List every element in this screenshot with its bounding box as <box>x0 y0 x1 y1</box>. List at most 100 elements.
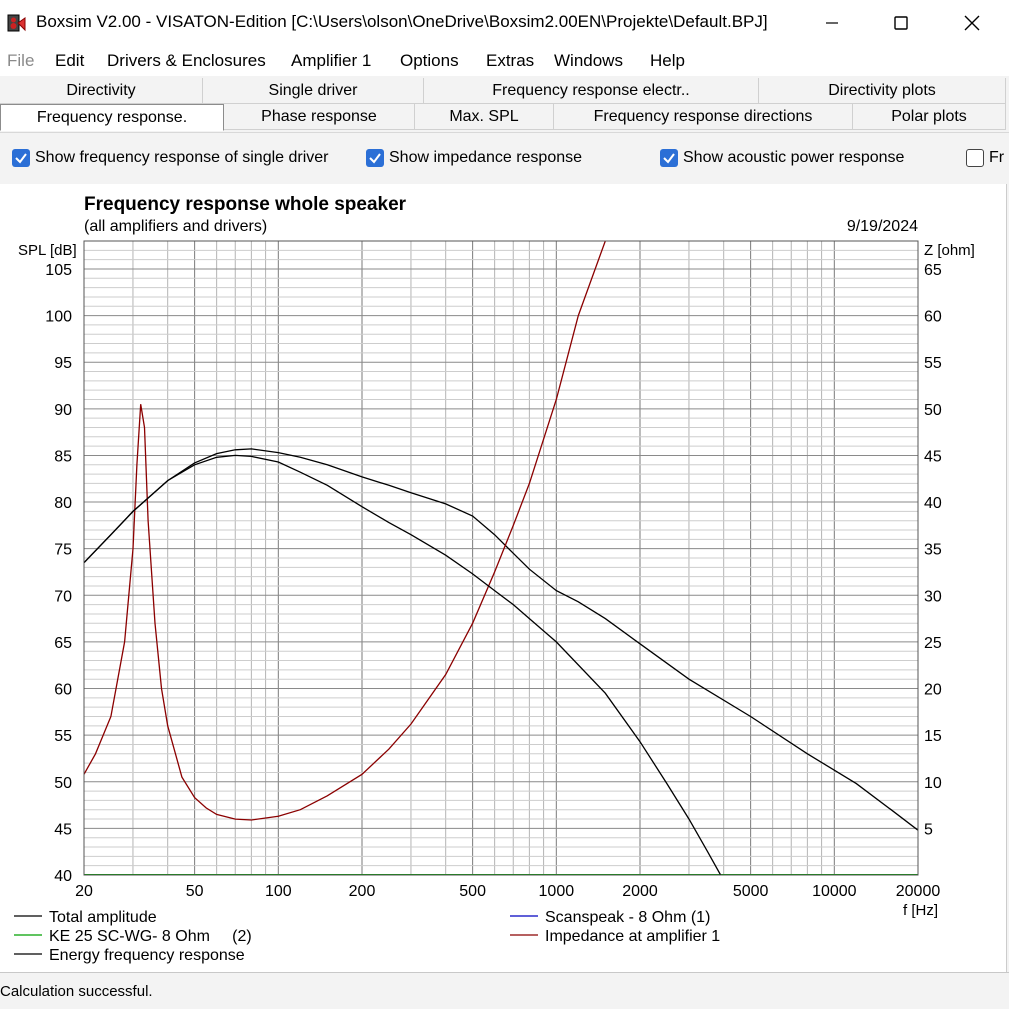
y-axis-label: SPL [dB] <box>18 242 77 259</box>
y-tick-label: 70 <box>54 588 72 605</box>
x-tick-label: 100 <box>265 883 292 900</box>
series-line-0 <box>84 448 918 831</box>
checkbox-impedance[interactable]: Show impedance response <box>366 149 582 167</box>
y2-tick-label: 25 <box>924 635 942 652</box>
tab-phase-response[interactable]: Phase response <box>224 104 415 130</box>
checkbox-unchecked-icon <box>966 149 984 167</box>
y2-tick-label: 10 <box>924 775 942 792</box>
close-icon <box>964 15 980 31</box>
menu-extras[interactable]: Extras <box>486 51 535 70</box>
y2-tick-label: 20 <box>924 682 942 699</box>
y-tick-label: 105 <box>45 262 72 279</box>
close-button[interactable] <box>949 0 995 46</box>
y-tick-label: 40 <box>54 868 72 885</box>
y2-tick-label: 50 <box>924 402 942 419</box>
chart-title: Frequency response whole speaker <box>84 194 407 215</box>
menu-file[interactable]: File <box>7 51 35 70</box>
y2-tick-label: 45 <box>924 448 942 465</box>
maximize-button[interactable] <box>878 0 924 46</box>
menu-help[interactable]: Help <box>650 51 685 70</box>
menu-windows[interactable]: Windows <box>554 51 623 70</box>
checkbox-label: Show impedance response <box>389 149 583 166</box>
y-tick-label: 100 <box>45 309 72 326</box>
window-title: Boxsim V2.00 - VISATON-Edition [C:\Users… <box>36 12 768 31</box>
x-tick-label: 20 <box>75 883 93 900</box>
y2-tick-label: 55 <box>924 355 942 372</box>
options-bar: Show frequency response of single driver… <box>0 132 1009 185</box>
y-tick-label: 80 <box>54 495 72 512</box>
y2-tick-label: 30 <box>924 588 942 605</box>
status-text: Calculation successful. <box>0 983 153 1000</box>
legend-label: Energy frequency response <box>49 947 245 964</box>
menu-options[interactable]: Options <box>400 51 459 70</box>
y-tick-label: 60 <box>54 682 72 699</box>
x-tick-label: 1000 <box>539 883 575 900</box>
tab-polar-plots[interactable]: Polar plots <box>853 104 1006 130</box>
menu-bar: File Edit Drivers & Enclosures Amplifier… <box>0 46 1009 76</box>
x-tick-label: 500 <box>459 883 486 900</box>
tab-directivity-plots[interactable]: Directivity plots <box>759 78 1006 104</box>
y2-tick-label: 35 <box>924 542 942 559</box>
y-tick-label: 55 <box>54 728 72 745</box>
tab-frequency-response-directions[interactable]: Frequency response directions <box>554 104 853 130</box>
y2-tick-label: 15 <box>924 728 942 745</box>
x-tick-label: 200 <box>349 883 376 900</box>
series-line-3 <box>84 241 606 821</box>
y2-tick-label: 65 <box>924 262 942 279</box>
title-bar: Boxsim V2.00 - VISATON-Edition [C:\Users… <box>0 0 1009 46</box>
checkbox-label: Show frequency response of single driver <box>35 149 329 166</box>
minimize-icon <box>826 22 838 24</box>
plot-frame <box>83 240 919 876</box>
y2-axis-label: Z [ohm] <box>924 242 975 259</box>
legend-label: Impedance at amplifier 1 <box>545 928 720 945</box>
legend-label: Total amplitude <box>49 909 157 926</box>
y-tick-label: 75 <box>54 542 72 559</box>
x-tick-label: 2000 <box>622 883 658 900</box>
y-tick-label: 95 <box>54 355 72 372</box>
checkbox-single-driver[interactable]: Show frequency response of single driver <box>12 149 329 167</box>
chart-subtitle: (all amplifiers and drivers) <box>84 218 267 235</box>
checkbox-checked-icon <box>12 149 30 167</box>
frequency-response-chart[interactable]: 40 45 50 55 60 65 70 75 80 85 90 95 100 105 5 10 15 20 25 3… <box>0 184 1006 972</box>
chart-panel: 40 45 50 55 60 65 70 75 80 85 90 95 100 105 5 10 15 20 25 3… <box>0 184 1007 972</box>
tab-directivity[interactable]: Directivity <box>0 78 203 104</box>
legend-label: KE 25 SC-WG- 8 Ohm (2) <box>49 928 252 945</box>
x-tick-label: 50 <box>186 883 204 900</box>
menu-edit[interactable]: Edit <box>55 51 85 70</box>
chart-date: 9/19/2024 <box>847 218 918 235</box>
tab-frequency-response[interactable]: Frequency response. <box>0 104 224 131</box>
x-tick-label: 5000 <box>733 883 769 900</box>
checkbox-checked-icon <box>660 149 678 167</box>
y2-tick-label: 40 <box>924 495 942 512</box>
checkbox-fr[interactable]: Fr <box>966 149 1004 167</box>
checkbox-label: Show acoustic power response <box>683 149 905 166</box>
chart-legend: Total amplitude KE 25 SC-WG- 8 Ohm (2) Ene… <box>14 909 720 964</box>
x-axis-label: f [Hz] <box>903 902 938 919</box>
menu-amplifier[interactable]: Amplifier 1 <box>291 51 372 70</box>
tab-max-spl[interactable]: Max. SPL <box>415 104 554 130</box>
tab-row-2: Frequency response. Phase response Max. … <box>0 104 1009 131</box>
chart-grid <box>83 240 919 876</box>
boxsim-app-icon[interactable] <box>7 13 27 33</box>
legend-label: Scanspeak - 8 Ohm (1) <box>545 909 710 926</box>
y-tick-label: 50 <box>54 775 72 792</box>
y-tick-label: 45 <box>54 821 72 838</box>
y2-tick-label: 5 <box>924 821 933 838</box>
status-bar: Calculation successful. <box>0 972 1009 1009</box>
y-tick-label: 90 <box>54 402 72 419</box>
menu-drivers-enclosures[interactable]: Drivers & Enclosures <box>107 51 266 70</box>
x-tick-label: 20000 <box>896 883 941 900</box>
checkbox-acoustic-power[interactable]: Show acoustic power response <box>660 149 904 167</box>
x-tick-label: 10000 <box>812 883 857 900</box>
tab-single-driver[interactable]: Single driver <box>203 78 424 104</box>
chart-axes: 40 45 50 55 60 65 70 75 80 85 90 95 100 105 5 10 15 20 25 3… <box>45 240 942 900</box>
series-line-4 <box>84 454 722 875</box>
y-tick-label: 65 <box>54 635 72 652</box>
y-tick-label: 85 <box>54 448 72 465</box>
y2-tick-label: 60 <box>924 309 942 326</box>
tab-frequency-response-electr[interactable]: Frequency response electr.. <box>424 78 759 104</box>
minimize-button[interactable] <box>809 0 855 46</box>
maximize-icon <box>894 16 908 30</box>
checkbox-checked-icon <box>366 149 384 167</box>
chart-curves <box>84 241 918 875</box>
